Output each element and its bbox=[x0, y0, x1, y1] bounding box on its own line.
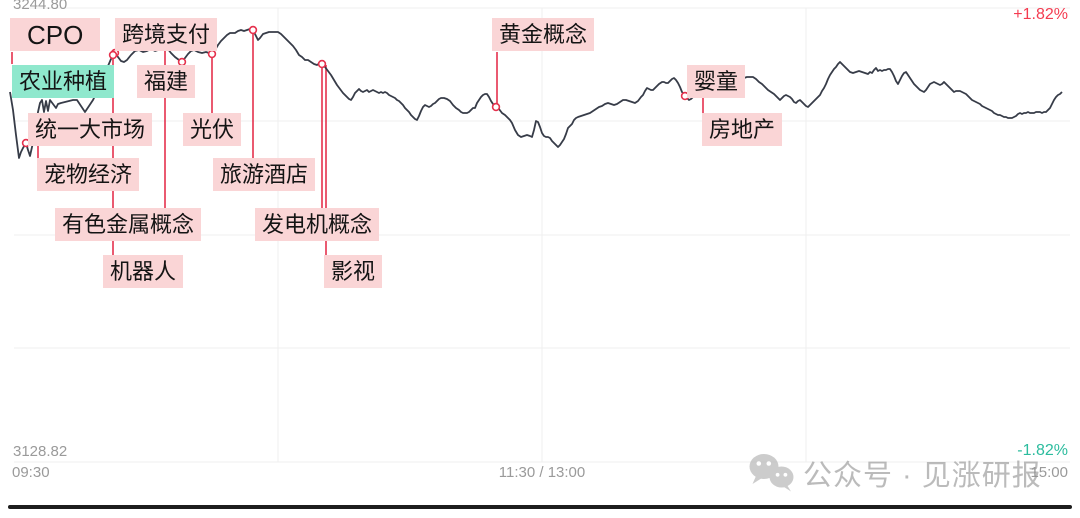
sector-label: 光伏 bbox=[183, 113, 242, 146]
sector-label: 宠物经济 bbox=[37, 158, 140, 191]
sector-label: 婴童 bbox=[687, 65, 746, 98]
sector-label: 统一大市场 bbox=[28, 113, 153, 146]
sector-label: 发电机概念 bbox=[255, 208, 380, 241]
price-line bbox=[9, 28, 1063, 159]
sector-label: 房地产 bbox=[702, 113, 783, 146]
watermark: 公众号 · 见涨研报 bbox=[748, 452, 1042, 494]
sector-label: 福建 bbox=[137, 65, 196, 98]
wechat-icon bbox=[749, 454, 794, 492]
sector-label: 农业种植 bbox=[12, 65, 115, 98]
sector-label: 影视 bbox=[324, 255, 383, 288]
y-axis-high-percent: +1.82% bbox=[1013, 6, 1068, 23]
watermark-text: 公众号 · 见涨研报 bbox=[803, 460, 1042, 492]
y-axis-high-value: 3244.80 bbox=[13, 0, 68, 13]
y-axis-low-percent: -1.82% bbox=[1017, 442, 1068, 459]
sector-label: 有色金属概念 bbox=[55, 208, 202, 241]
x-tick-open: 09:30 bbox=[12, 464, 50, 481]
sector-label: CPO bbox=[10, 18, 101, 51]
y-axis-low-value: 3128.82 bbox=[13, 443, 68, 460]
x-tick-noon: 11:30 / 13:00 bbox=[498, 464, 586, 481]
sector-label: 黄金概念 bbox=[492, 18, 595, 51]
x-tick-close: 15:00 bbox=[1030, 464, 1068, 481]
bottom-divider bbox=[8, 505, 1072, 509]
sector-label: 跨境支付 bbox=[115, 18, 218, 51]
sector-label: 旅游酒店 bbox=[213, 158, 316, 191]
sector-label: 机器人 bbox=[103, 255, 184, 288]
